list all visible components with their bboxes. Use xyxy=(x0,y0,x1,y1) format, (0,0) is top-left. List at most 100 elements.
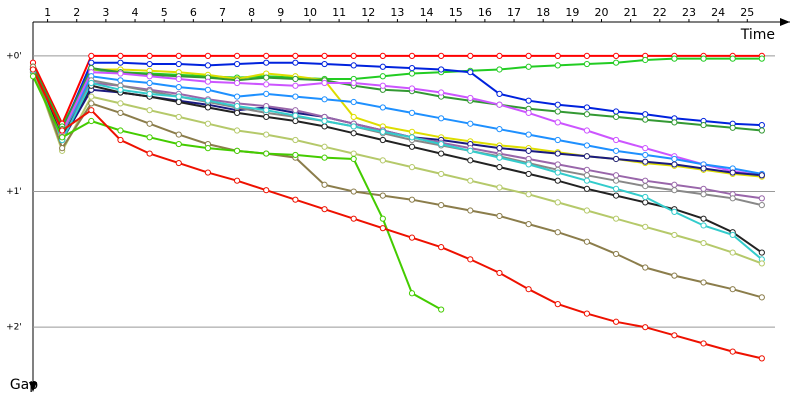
data-point xyxy=(350,155,357,163)
data-point xyxy=(438,170,445,178)
data-point xyxy=(88,79,95,87)
data-point xyxy=(612,59,620,66)
data-point xyxy=(379,82,386,89)
series-line xyxy=(32,67,763,265)
data-point xyxy=(350,150,357,157)
data-point xyxy=(408,234,416,241)
data-point xyxy=(379,128,386,135)
data-point xyxy=(204,145,212,152)
data-point xyxy=(525,147,532,154)
data-point xyxy=(438,89,445,96)
data-point xyxy=(408,134,416,141)
data-point xyxy=(729,286,736,293)
x-tick-label: 24 xyxy=(711,6,725,19)
data-point xyxy=(408,85,416,92)
data-point xyxy=(88,107,95,114)
data-point xyxy=(525,131,532,138)
data-point xyxy=(525,191,532,198)
data-point xyxy=(292,196,299,203)
data-point xyxy=(204,62,212,69)
data-point xyxy=(175,75,182,83)
data-point xyxy=(438,140,445,148)
x-tick-label: 13 xyxy=(390,6,404,19)
data-point xyxy=(88,93,95,100)
data-point xyxy=(583,172,591,179)
data-point xyxy=(379,73,386,80)
data-point xyxy=(350,123,357,130)
series-line xyxy=(32,69,762,175)
data-point xyxy=(612,215,620,222)
data-point xyxy=(496,154,503,161)
data-point xyxy=(146,90,153,97)
data-point xyxy=(642,56,649,64)
data-point xyxy=(59,127,66,134)
y-tick-label: +0' xyxy=(6,51,22,61)
data-point xyxy=(729,348,736,355)
data-point xyxy=(88,52,95,60)
data-point xyxy=(438,202,445,209)
data-point xyxy=(146,150,153,157)
data-point xyxy=(554,161,561,168)
data-point xyxy=(642,199,649,206)
data-point xyxy=(612,250,620,258)
data-point xyxy=(729,231,736,239)
data-point xyxy=(612,136,620,144)
data-point xyxy=(758,55,765,62)
x-tick-label: 3 xyxy=(102,6,109,19)
data-point xyxy=(583,142,591,149)
x-tick-label: 1 xyxy=(44,6,51,19)
data-point xyxy=(642,145,649,152)
data-point xyxy=(438,244,445,251)
data-point xyxy=(292,52,299,60)
data-point xyxy=(758,355,765,362)
data-point xyxy=(642,183,649,190)
data-point xyxy=(496,145,503,152)
x-tick-label: 11 xyxy=(332,6,346,19)
data-point xyxy=(612,113,620,121)
data-point xyxy=(175,60,182,68)
data-point xyxy=(729,169,736,176)
data-point xyxy=(117,86,124,93)
data-point xyxy=(671,181,678,188)
data-point xyxy=(117,52,124,60)
x-tick-label: 15 xyxy=(449,6,463,19)
data-point xyxy=(263,74,270,81)
x-tick-label: 16 xyxy=(478,6,492,19)
data-point xyxy=(321,60,328,68)
data-point xyxy=(554,150,561,157)
series-line xyxy=(32,66,762,132)
data-point xyxy=(671,272,678,279)
data-point xyxy=(467,157,474,164)
data-point xyxy=(233,52,241,60)
data-point xyxy=(525,52,532,60)
data-point xyxy=(292,151,299,159)
data-point xyxy=(700,279,707,286)
data-point xyxy=(204,52,212,60)
data-point xyxy=(175,93,182,100)
x-tick-label: 14 xyxy=(420,6,434,19)
data-point xyxy=(117,100,124,107)
series-line xyxy=(32,69,763,254)
x-tick-label: 10 xyxy=(303,6,317,19)
data-point xyxy=(350,215,357,222)
data-point xyxy=(263,81,270,88)
data-point xyxy=(583,185,591,192)
data-point xyxy=(175,113,182,121)
data-point xyxy=(88,100,95,107)
data-point xyxy=(321,79,328,87)
data-point xyxy=(350,98,357,106)
data-point xyxy=(263,90,270,97)
data-point xyxy=(496,90,503,97)
data-point xyxy=(292,112,299,119)
data-point xyxy=(175,159,182,167)
data-point xyxy=(758,195,765,202)
data-point xyxy=(467,177,474,184)
data-point xyxy=(612,318,620,325)
x-tick-label: 19 xyxy=(565,6,579,19)
data-point xyxy=(146,134,153,141)
data-point xyxy=(321,96,328,103)
series-line xyxy=(32,68,762,178)
x-tick-label: 12 xyxy=(361,6,375,19)
data-point xyxy=(204,104,212,111)
